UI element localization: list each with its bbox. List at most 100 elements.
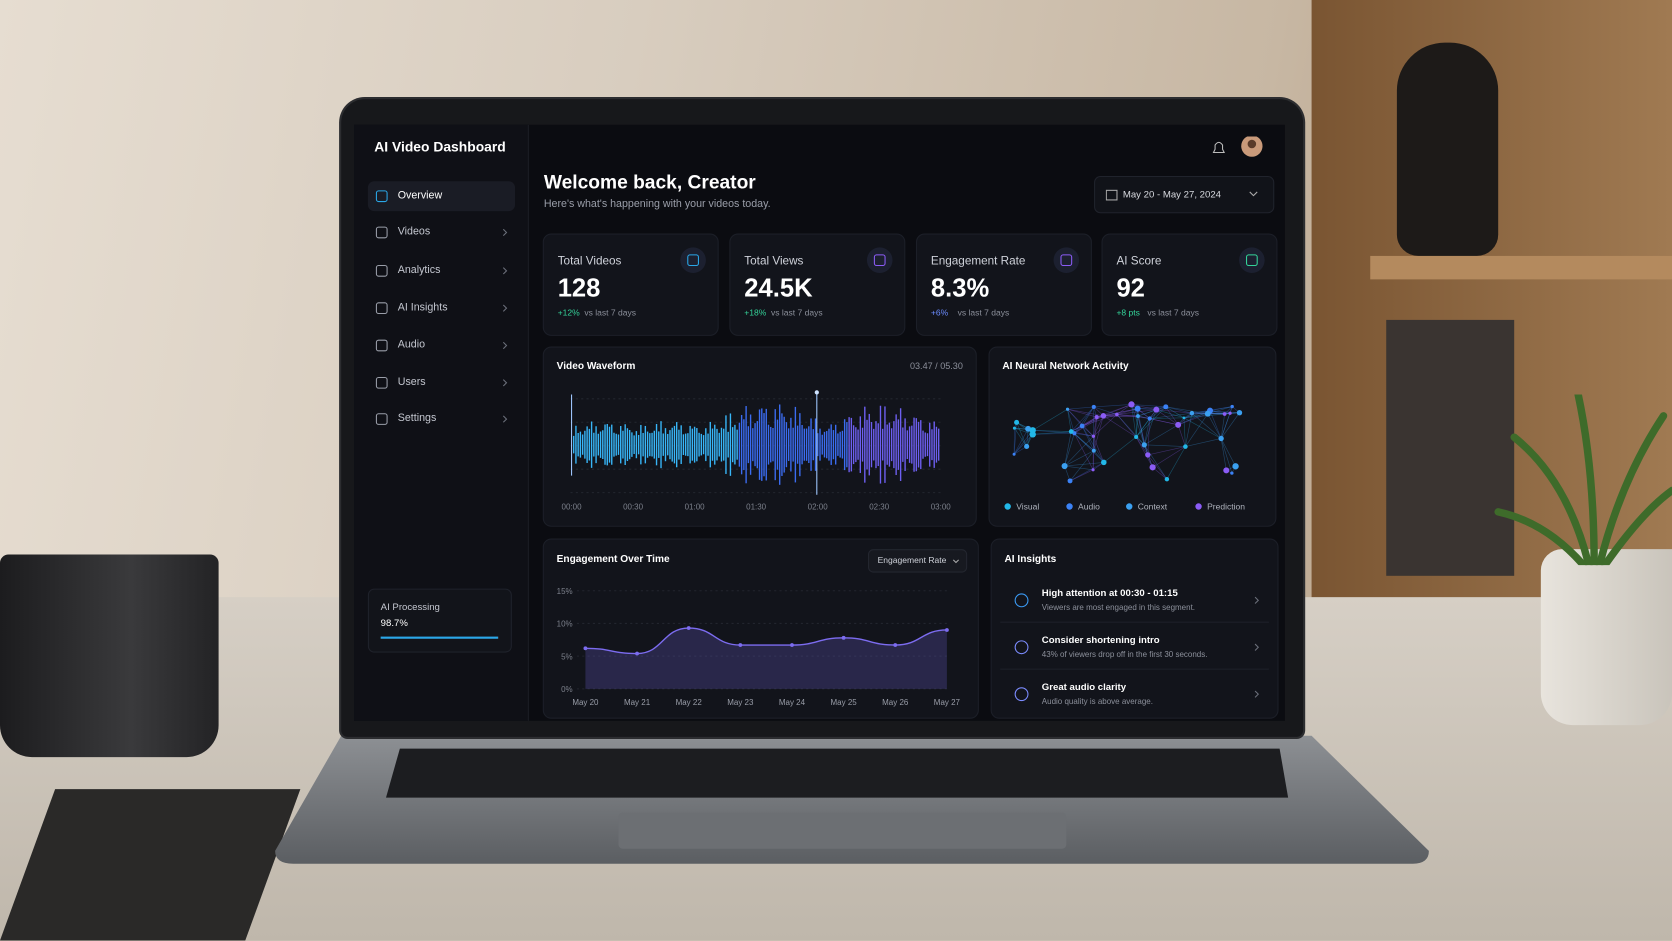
nn-node: [1236, 410, 1243, 416]
x-tick-label: May 21: [624, 698, 651, 707]
kpi-card: Total Videos 128 +12% vs last 7 days: [542, 233, 719, 336]
nn-node: [1141, 442, 1147, 448]
nn-edge: [1137, 416, 1145, 445]
mug: [0, 554, 219, 758]
nav-label: Audio: [397, 339, 426, 351]
nn-edge: [1149, 406, 1166, 419]
nn-edge: [1069, 450, 1095, 482]
kpi-value: 8.3%: [930, 274, 990, 303]
nav-icon-shape: [375, 339, 388, 352]
chevron: [1254, 643, 1260, 651]
nav-item[interactable]: Overview: [367, 181, 516, 212]
wave-x-tick: 03:00: [931, 503, 952, 512]
metric-selector[interactable]: Engagement Rate: [867, 549, 968, 573]
nn-edge: [1103, 408, 1138, 417]
nn-edge: [1131, 404, 1166, 408]
insight-row[interactable]: Great audio clarity Audio quality is abov…: [1000, 673, 1269, 716]
nn-edge: [1081, 425, 1094, 437]
insight-row[interactable]: Consider shortening intro 43% of viewers …: [1000, 626, 1269, 670]
bell[interactable]: [1212, 141, 1226, 154]
insight-row[interactable]: High attention at 00:30 - 01:15 Viewers a…: [1000, 579, 1269, 623]
insight-icon-shape: [1014, 640, 1029, 655]
nn-edge: [1210, 410, 1240, 414]
kpi-icon-bg: [680, 247, 706, 273]
books: [1386, 319, 1515, 576]
point: [790, 643, 794, 647]
nav-item[interactable]: Audio: [368, 331, 515, 361]
kpi-icon: [866, 247, 893, 273]
legend-dot: [1195, 503, 1202, 510]
kpi-change: +8 pts: [1116, 308, 1140, 318]
kpi-value: 92: [1116, 274, 1145, 303]
insight-text: Viewers are most engaged in this segment…: [1041, 602, 1196, 613]
app-title: AI Video Dashboard: [374, 138, 506, 155]
nn-edge: [1178, 410, 1211, 426]
legend-label: Prediction: [1207, 502, 1245, 512]
header-icons: [1212, 136, 1263, 157]
wave-x-tick: 01:30: [746, 503, 767, 512]
nn-edge: [1183, 413, 1208, 419]
nn-edge: [1220, 413, 1231, 439]
nn-edge: [1131, 404, 1137, 438]
kpi-icon: [1239, 247, 1265, 273]
nav-item[interactable]: Analytics: [368, 256, 515, 286]
kpi-note: vs last 7 days: [584, 308, 637, 318]
legend-label: Audio: [1078, 502, 1100, 512]
sidebar: AI Video Dashboard Overview Videos Analyti…: [354, 124, 529, 721]
kpi-note: vs last 7 days: [770, 308, 823, 318]
screen: AI Video Dashboard Overview Videos Analyti…: [354, 124, 1285, 721]
nav-icon: [375, 264, 388, 277]
nn-node: [1100, 413, 1107, 419]
nn-edge: [1103, 404, 1132, 417]
nav-item[interactable]: Videos: [368, 218, 515, 248]
nn-edge: [1137, 408, 1157, 410]
nn-edge: [1067, 406, 1094, 410]
nn-node: [1147, 416, 1152, 421]
nn-node: [1091, 434, 1096, 438]
nn-edge: [1016, 422, 1027, 447]
nn-edge: [1165, 406, 1179, 426]
x-tick-label: May 23: [727, 698, 754, 707]
nav-item[interactable]: Users: [368, 368, 515, 398]
kpi-icon: [680, 247, 706, 273]
nn-node: [1218, 435, 1224, 442]
calendar-icon: [1105, 189, 1118, 201]
nn-edge: [1116, 414, 1145, 446]
nn-edge: [1067, 409, 1075, 434]
nn-edge: [1149, 412, 1192, 419]
nn-edge: [1135, 408, 1138, 438]
nn-edge: [1013, 428, 1029, 455]
nn-edge: [1116, 414, 1138, 417]
nn-node: [1014, 419, 1020, 425]
nav-label: Videos: [397, 226, 431, 238]
nn-edge: [1081, 415, 1104, 427]
point: [635, 651, 639, 656]
x-tick-label: May 25: [831, 698, 858, 707]
chevron: [1254, 690, 1260, 698]
insight-icon: [1014, 593, 1029, 608]
nn-edge: [1178, 413, 1208, 426]
nn-node: [1068, 429, 1074, 434]
nn-edge: [1137, 406, 1166, 417]
nn-edge: [1032, 431, 1072, 435]
chevron: [502, 379, 508, 387]
nn-edge: [1014, 427, 1033, 435]
nn-edge: [1220, 412, 1240, 439]
wave-x-tick: 02:00: [808, 503, 829, 512]
nn-node: [1228, 411, 1232, 415]
neural-network: Visual Audio Context Prediction: [1004, 401, 1245, 512]
nn-edge: [1071, 416, 1097, 432]
x-tick-label: May 24: [779, 698, 806, 707]
nn-node: [1222, 412, 1227, 416]
nav-item[interactable]: Settings: [368, 404, 515, 434]
nn-node: [1204, 410, 1211, 417]
nn-edge: [1069, 462, 1104, 482]
nav-item[interactable]: AI Insights: [368, 293, 515, 323]
insight-icon: [1014, 687, 1029, 702]
nn-node: [1091, 404, 1096, 409]
waveform-time: 03.47 / 05.30: [909, 360, 963, 372]
chevron-path: [502, 304, 508, 312]
nn-edge: [1093, 414, 1118, 437]
nn-edge: [1147, 446, 1186, 456]
date-picker[interactable]: May 20 - May 27, 2024: [1094, 175, 1275, 214]
